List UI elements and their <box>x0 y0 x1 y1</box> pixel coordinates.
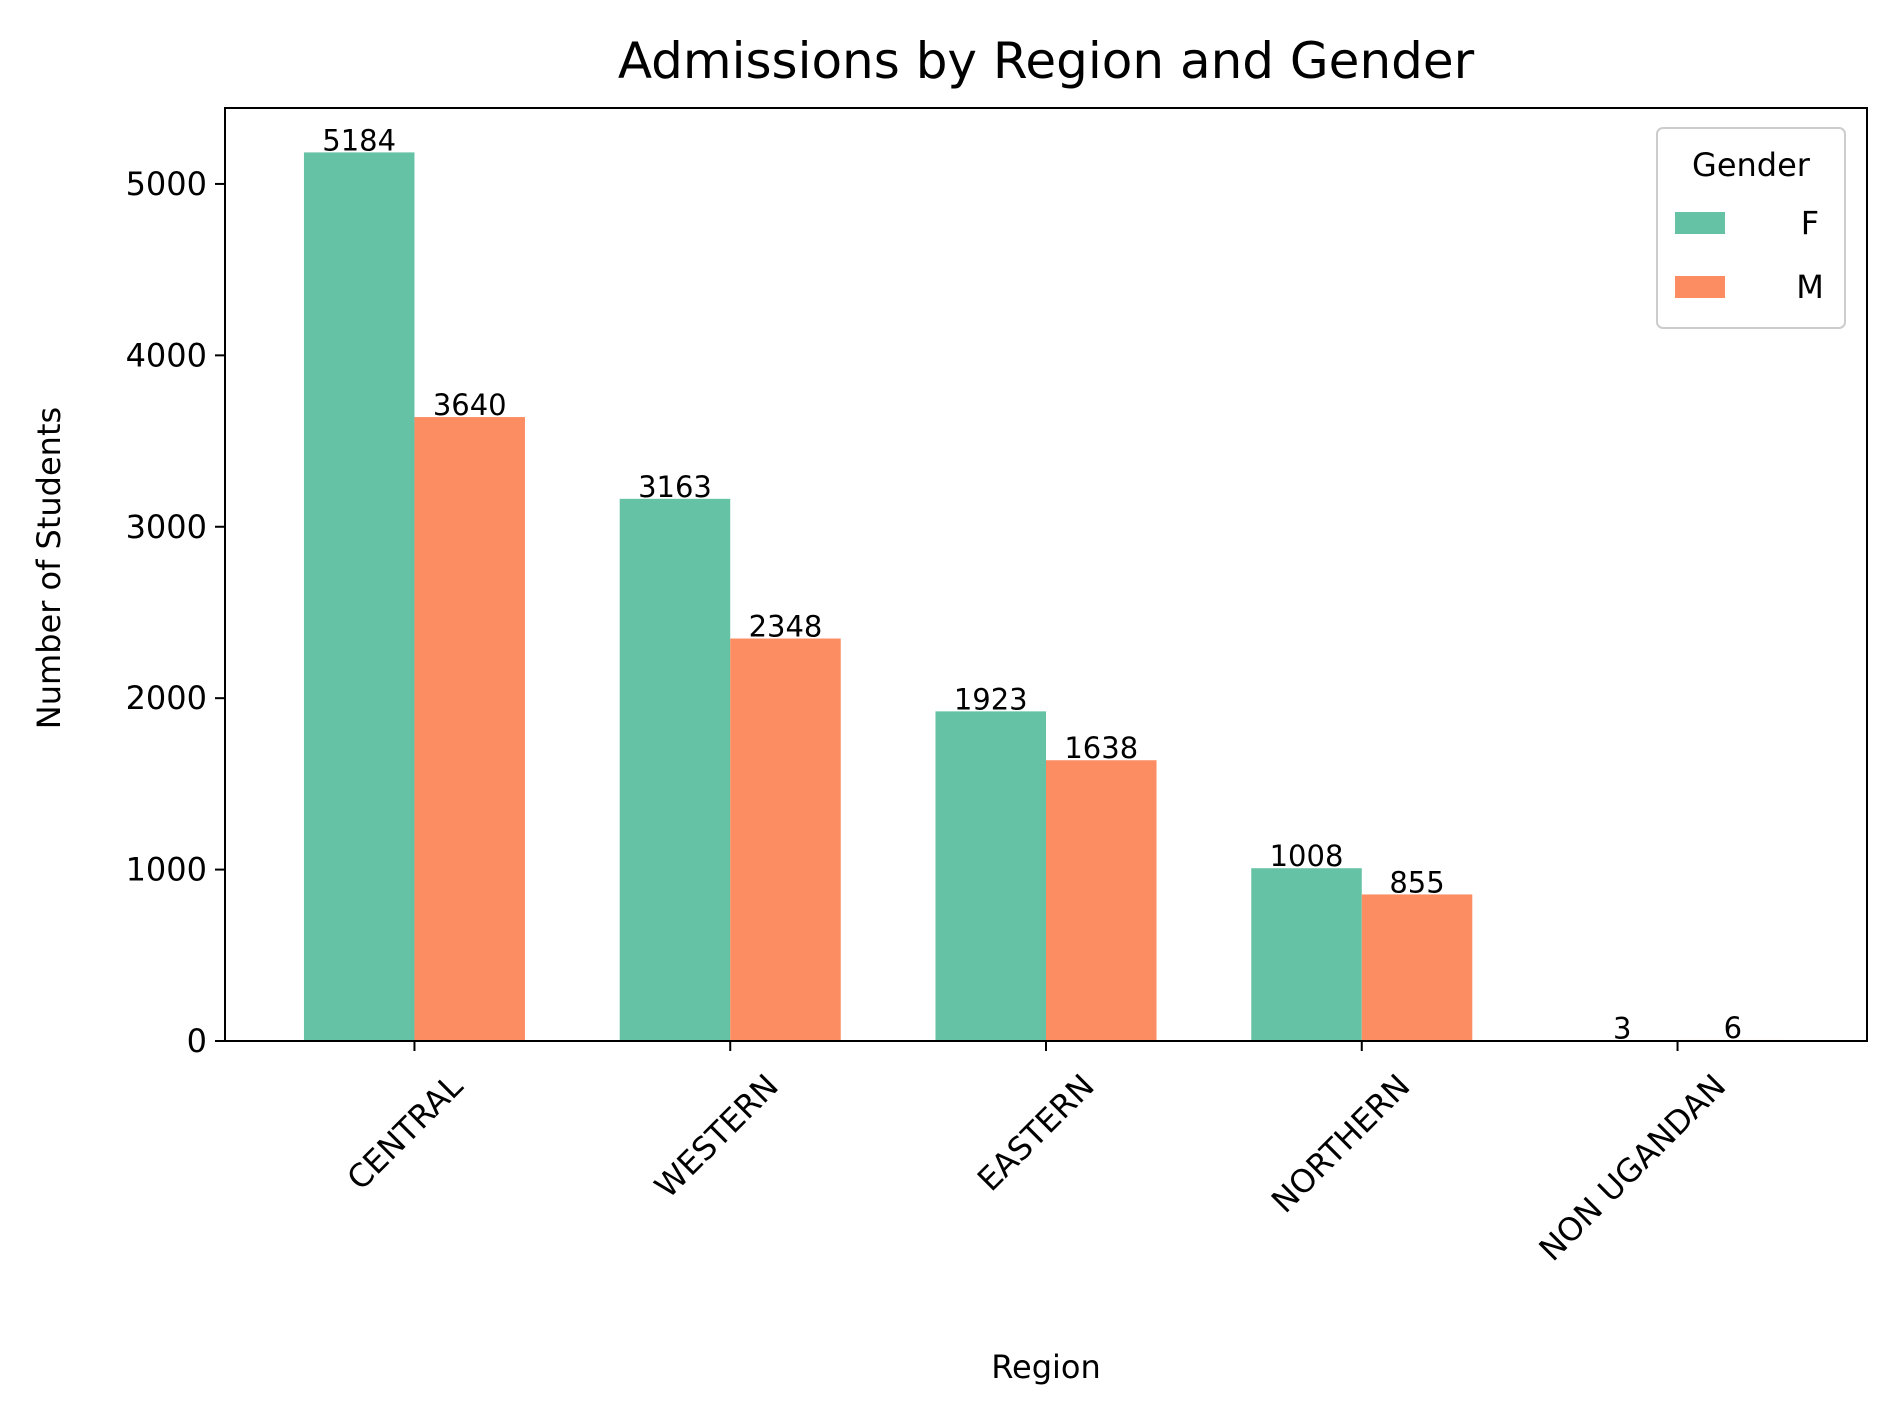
legend-label: F <box>1801 204 1819 242</box>
bar-F-1 <box>619 498 731 1041</box>
bar-value-label: 3163 <box>638 470 712 504</box>
legend-label: M <box>1796 268 1824 306</box>
bar-M-1 <box>730 638 841 1041</box>
bar-value-label: 3 <box>1613 1011 1631 1045</box>
legend-swatch-F <box>1675 212 1725 234</box>
bar-M-3 <box>1361 894 1473 1041</box>
bar-value-label: 1008 <box>1270 839 1344 873</box>
y-ticks-layer: 0 1000 2000 3000 4000 5000 <box>126 165 225 1060</box>
bar-value-label: 6 <box>1724 1011 1742 1045</box>
y-tick-label: 3000 <box>126 508 207 546</box>
bar-value-label: 3640 <box>433 388 507 422</box>
bar-value-label: 855 <box>1389 865 1444 899</box>
bar-value-label: 1638 <box>1064 731 1138 765</box>
y-tick-label: 5000 <box>126 165 207 203</box>
legend-entries: FM <box>1675 204 1824 306</box>
y-tick-label: 0 <box>187 1022 207 1060</box>
x-axis-label: Region <box>991 1348 1101 1386</box>
y-tick-label: 1000 <box>126 851 207 889</box>
bar-F-2 <box>935 711 1046 1041</box>
legend-title: Gender <box>1692 146 1811 184</box>
legend-swatch-M <box>1675 276 1725 298</box>
bar-labels-layer: 5184 3163 1923 1008 3 3640 2348 1638 855 6 <box>322 123 1742 1045</box>
bar-M-2 <box>1046 760 1157 1041</box>
bars-layer <box>303 152 1789 1041</box>
y-axis-label: Number of Students <box>30 407 68 729</box>
legend: Gender FM <box>1656 127 1846 329</box>
bar-F-3 <box>1251 868 1362 1041</box>
bar-value-label: 5184 <box>322 123 396 157</box>
chart-title: Admissions by Region and Gender <box>618 32 1475 90</box>
bar-M-0 <box>414 417 525 1041</box>
bar-F-0 <box>303 152 415 1041</box>
bar-value-label: 1923 <box>954 682 1028 716</box>
bar-value-label: 2348 <box>749 610 823 644</box>
y-tick-label: 2000 <box>126 679 207 717</box>
y-tick-label: 4000 <box>126 336 207 374</box>
